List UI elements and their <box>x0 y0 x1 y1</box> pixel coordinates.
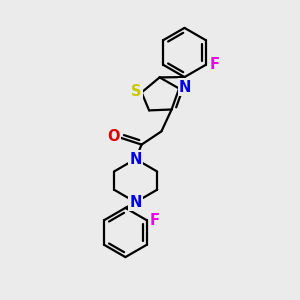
Text: F: F <box>209 57 219 72</box>
Text: N: N <box>179 80 191 94</box>
Text: F: F <box>150 213 160 228</box>
Text: O: O <box>107 129 120 144</box>
Text: N: N <box>129 152 142 166</box>
Text: S: S <box>131 84 142 99</box>
Text: N: N <box>129 195 142 210</box>
